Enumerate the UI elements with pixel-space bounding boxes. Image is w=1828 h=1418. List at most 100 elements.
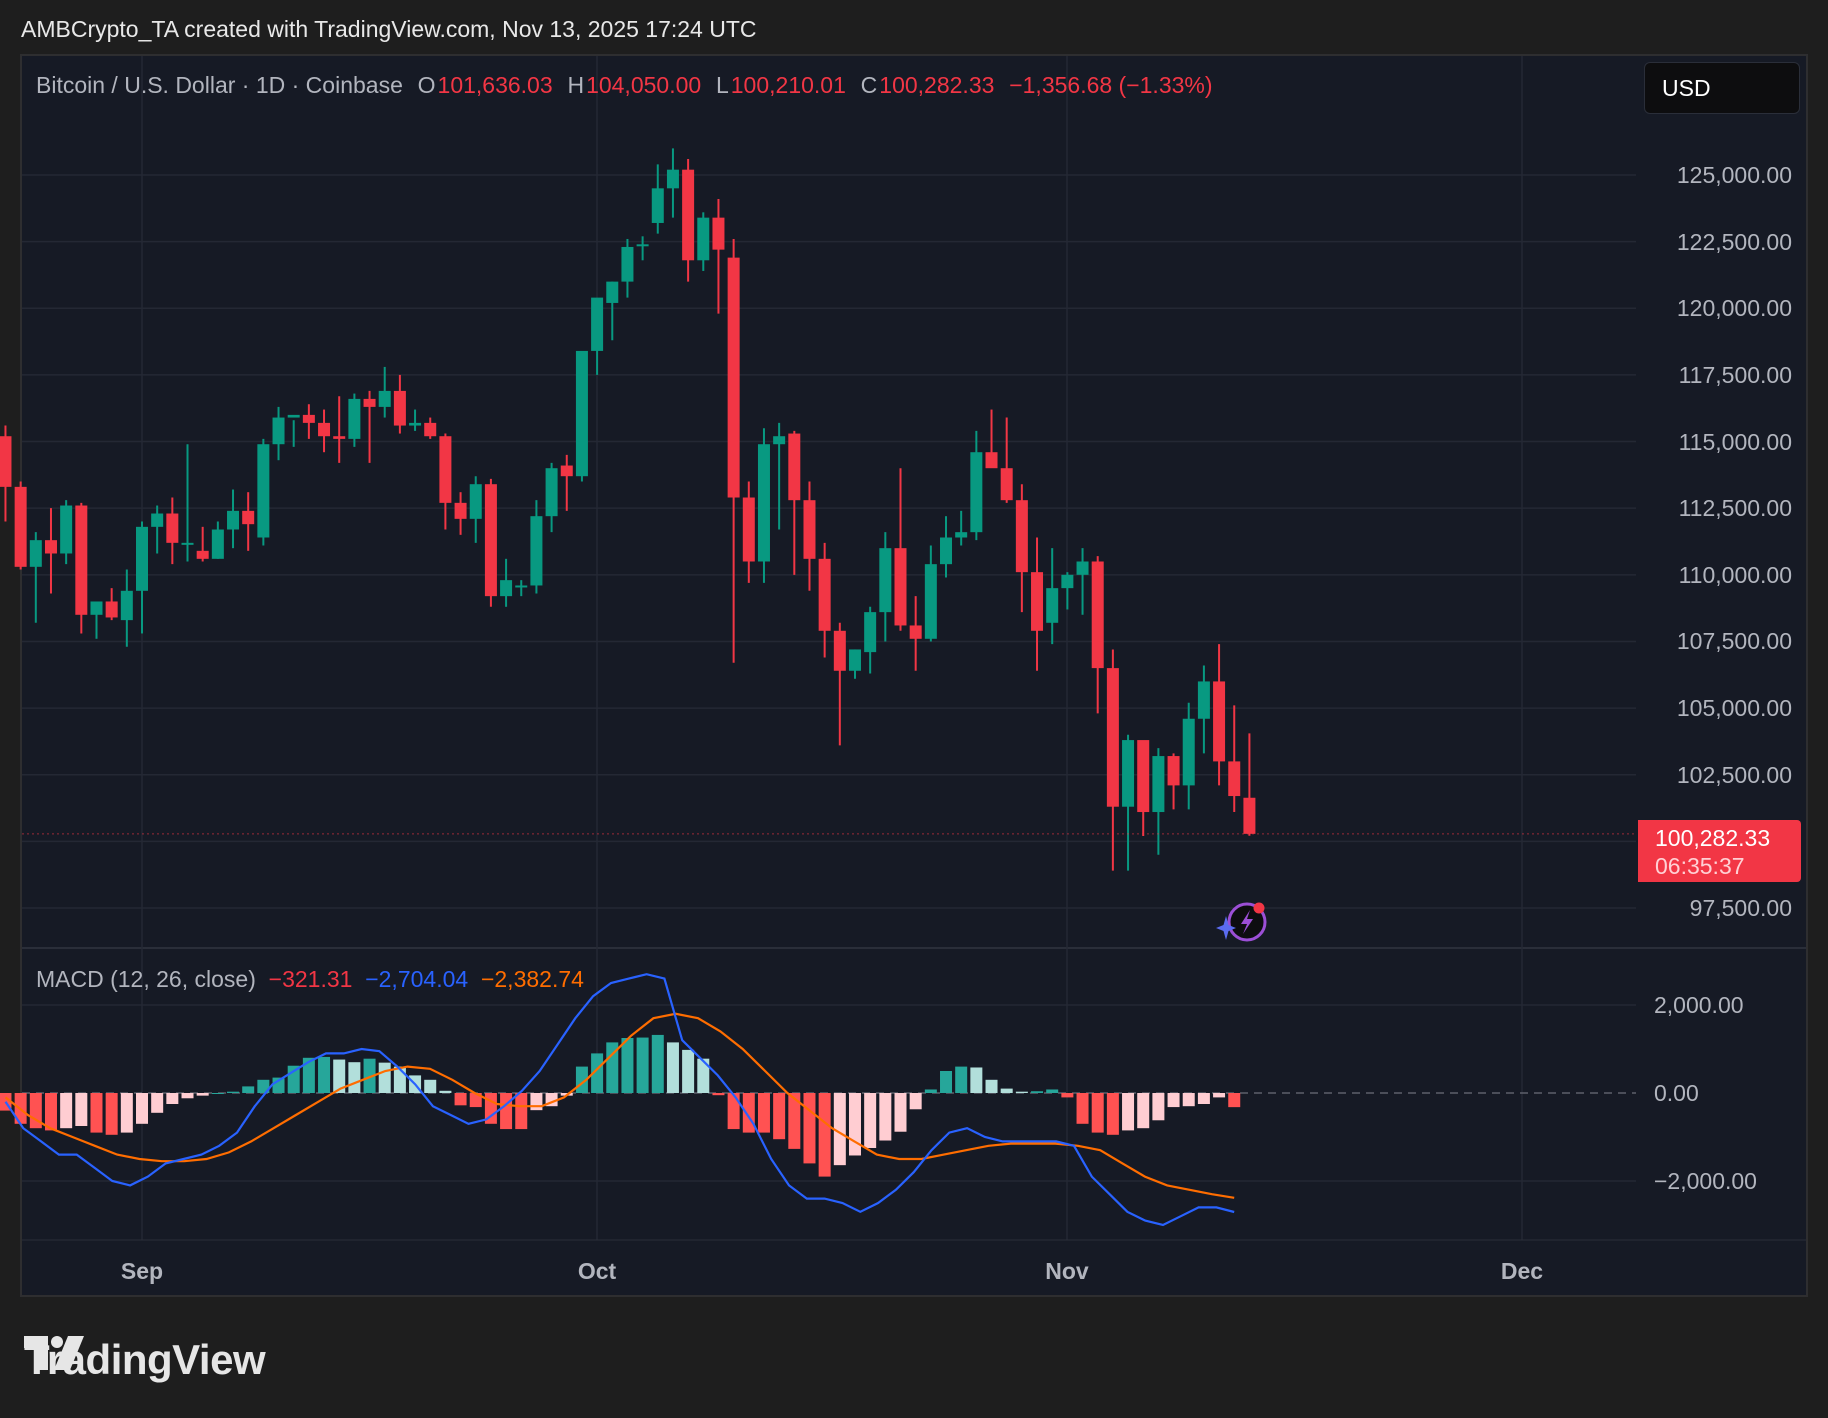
macd-histogram-bar: [773, 1093, 786, 1140]
macd-title[interactable]: MACD (12, 26, close): [36, 966, 256, 992]
macd-histogram-bar: [940, 1071, 953, 1093]
macd-histogram-bar: [318, 1056, 331, 1093]
macd-histogram-bar: [227, 1091, 240, 1093]
candle-body: [393, 390, 406, 426]
currency-button[interactable]: USD: [1644, 62, 1800, 114]
candle-body: [1243, 797, 1256, 834]
macd-histogram-bar: [90, 1093, 103, 1133]
candle-body: [60, 505, 73, 554]
candle-body: [727, 257, 740, 498]
candle-body: [1061, 574, 1074, 589]
macd-histogram-bar: [151, 1093, 164, 1113]
macd-histogram-bar: [348, 1062, 361, 1093]
macd-histogram-bar: [302, 1057, 315, 1093]
candle-body: [1031, 572, 1044, 631]
macd-histogram-value: −321.31: [268, 966, 353, 992]
macd-histogram-bar: [924, 1089, 937, 1093]
chart-panel[interactable]: [20, 54, 1808, 1297]
candle-body: [302, 414, 315, 423]
candle-body: [287, 414, 300, 418]
price-axis-tick: 122,500.00: [1676, 228, 1792, 255]
candle-body: [196, 550, 209, 559]
candle-body: [530, 516, 543, 586]
macd-histogram-bar: [75, 1093, 88, 1126]
candle-body: [560, 465, 573, 477]
candle-body: [1106, 668, 1119, 807]
macd-histogram-bar: [970, 1067, 983, 1093]
candle-body: [682, 169, 695, 261]
macd-histogram-bar: [196, 1093, 209, 1096]
price-axis-tick: 102,500.00: [1676, 761, 1792, 788]
macd-axis-tick: 0.00: [1654, 1080, 1699, 1106]
change-value: −1,356.68 (−1.33%): [1009, 72, 1213, 98]
macd-histogram-bar: [439, 1090, 452, 1093]
candle-body: [591, 297, 604, 351]
macd-histogram-bar: [1076, 1093, 1089, 1124]
close-value: 100,282.33: [879, 72, 995, 98]
open-label: O: [417, 72, 436, 98]
candle-body: [848, 649, 861, 671]
symbol-title[interactable]: Bitcoin / U.S. Dollar · 1D · Coinbase: [36, 72, 403, 98]
price-axis-tick: 107,500.00: [1676, 628, 1792, 655]
candle-body: [636, 244, 649, 247]
candle-body: [697, 217, 710, 261]
tradingview-logo[interactable]: TradingView: [24, 1336, 266, 1384]
candle-body: [803, 500, 816, 559]
macd-histogram-bar: [1061, 1093, 1074, 1098]
macd-histogram-bar: [424, 1079, 437, 1093]
macd-histogram-bar: [166, 1093, 179, 1104]
candle-body: [1000, 468, 1013, 501]
candle-body: [1137, 740, 1150, 813]
macd-line-value: −2,704.04: [365, 966, 469, 992]
macd-histogram-bar: [682, 1049, 695, 1093]
time-axis-nov: Nov: [1045, 1258, 1089, 1284]
candle-body: [29, 540, 42, 567]
time-axis-oct: Oct: [577, 1258, 617, 1284]
macd-histogram-bar: [742, 1093, 755, 1133]
macd-histogram-bar: [1015, 1091, 1028, 1093]
candle-body: [242, 510, 255, 525]
macd-histogram-bar: [818, 1093, 831, 1177]
candle-body: [0, 436, 12, 487]
high-value: 104,050.00: [586, 72, 702, 98]
macd-histogram-bar: [1137, 1093, 1150, 1129]
macd-histogram-bar: [211, 1093, 224, 1094]
close-label: C: [860, 72, 878, 98]
macd-histogram-bar: [120, 1093, 133, 1133]
candle-body: [500, 580, 513, 597]
low-value: 100,210.01: [730, 72, 846, 98]
candle-body: [773, 436, 786, 445]
candle-body: [712, 217, 725, 250]
macd-histogram-bar: [515, 1093, 528, 1130]
price-axis-tick: 117,500.00: [1678, 361, 1792, 388]
macd-histogram-bar: [1000, 1088, 1013, 1093]
candle-body: [666, 169, 679, 189]
macd-histogram-bar: [803, 1093, 816, 1164]
tradingview-logo-icon: [24, 1336, 84, 1370]
candle-body: [1015, 500, 1028, 573]
price-axis-tick: 115,000.00: [1678, 428, 1792, 455]
macd-histogram-bar: [257, 1079, 270, 1093]
macd-histogram-bar: [651, 1034, 664, 1093]
macd-histogram-bar: [378, 1062, 391, 1093]
macd-histogram-bar: [29, 1093, 42, 1129]
macd-histogram-bar: [591, 1053, 604, 1093]
candle-body: [151, 513, 164, 527]
candle-body: [757, 444, 770, 562]
ai-assistant-icon[interactable]: [1216, 898, 1270, 946]
candle-body: [970, 452, 983, 533]
candle-body: [1167, 756, 1180, 786]
bar-countdown: 06:35:37: [1655, 853, 1745, 879]
candle-body: [1076, 561, 1089, 575]
macd-histogram-bar: [1122, 1093, 1135, 1131]
macd-histogram-bar: [864, 1093, 877, 1148]
macd-histogram-bar: [788, 1093, 801, 1149]
macd-histogram-bar: [697, 1058, 710, 1093]
candle-body: [1182, 718, 1195, 786]
candle-body: [1091, 561, 1104, 669]
candle-body: [333, 436, 346, 439]
macd-legend: MACD (12, 26, close) −321.31 −2,704.04 −…: [36, 966, 584, 993]
candle-body: [120, 590, 133, 621]
macd-histogram-bar: [757, 1093, 770, 1133]
